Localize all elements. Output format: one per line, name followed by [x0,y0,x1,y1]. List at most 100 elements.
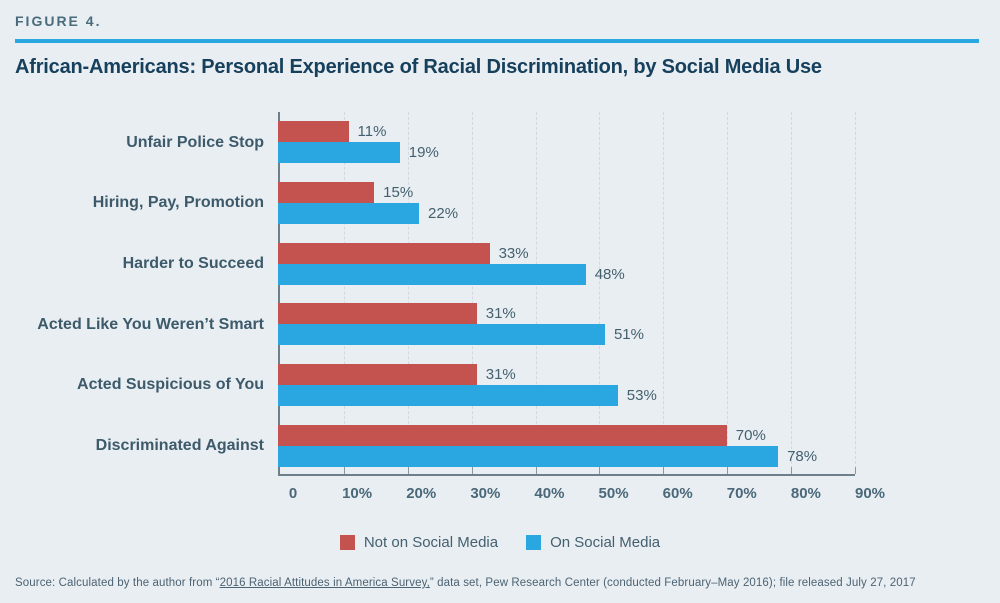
axis-tick [599,467,601,474]
bar-line: 31% [278,303,855,325]
category-label: Acted Suspicious of You [77,376,264,394]
x-tick-label: 20% [406,485,437,502]
gridline [535,112,537,474]
bar-row: Unfair Police Stop 11% 19% [15,112,855,173]
bar-group: 31% 51% [278,294,855,355]
bar-group: 31% 53% [278,355,855,416]
bar-line: 11% [278,121,855,143]
value-label: 31% [485,366,516,384]
category-label: Harder to Succeed [122,254,264,272]
bar-line: 22% [278,203,855,224]
bar-on-social-media [278,142,400,164]
value-label: 15% [383,184,414,201]
legend-label: On Social Media [550,534,661,551]
category-label: Acted Like You Weren’t Smart [37,315,264,333]
bar-not-on-social-media [278,182,375,203]
legend: Not on Social Media On Social Media [15,534,985,551]
axis-tick [727,467,729,474]
bar-not-on-social-media [278,364,477,386]
axis-tick [663,467,665,474]
gridline [343,112,345,474]
bar-line: 15% [278,182,855,203]
value-label: 31% [485,305,516,323]
gridline [471,112,473,474]
bar-row: Harder to Succeed 33% 48% [15,233,855,294]
gridline [791,112,793,474]
bar-chart: Unfair Police Stop 11% 19% Hiring, Pay, Pro… [15,112,856,476]
value-label: 51% [613,326,644,344]
bar-not-on-social-media [278,424,727,446]
bar-group: 70% 78% [278,415,855,476]
bar-line: 48% [278,263,855,285]
title-rule [15,39,979,43]
source-note: Source: Calculated by the author from “2… [15,577,985,589]
axis-tick [535,467,537,474]
source-suffix: ” data set, Pew Research Center (conduct… [429,577,916,589]
category-label: Discriminated Against [95,436,264,454]
source-prefix: Source: Calculated by the author from “ [15,577,220,589]
bar-row: Discriminated Against 70% 78% [15,415,855,476]
bar-group: 15% 22% [278,173,855,234]
figure-label: FIGURE 4. [15,13,102,29]
value-label: 70% [735,426,766,444]
bar-line: 51% [278,324,855,346]
value-label: 33% [498,244,529,262]
value-label: 48% [594,265,625,283]
bar-line: 70% [278,424,855,446]
value-label: 22% [428,205,459,222]
gridline [855,112,856,474]
x-tick-label: 10% [342,485,373,502]
x-tick-label: 0 [288,485,298,502]
x-tick-label: 80% [790,485,821,502]
bar-line: 78% [278,445,855,467]
bar-row: Acted Like You Weren’t Smart 31% 51% [15,294,855,355]
x-tick-label: 90% [854,485,886,502]
plot-grid [278,112,856,476]
bar-on-social-media [278,203,420,224]
legend-swatch-red [339,535,355,550]
bar-line: 33% [278,242,855,264]
value-label: 78% [787,447,818,465]
bar-rows: Unfair Police Stop 11% 19% Hiring, Pay, Pro… [15,112,855,476]
gridline [407,112,409,474]
bar-group: 11% 19% [278,112,855,173]
x-axis-labels: 0 10% 20% 30% 40% 50% 60% 70% 80% 90% [289,476,885,504]
bar-on-social-media [278,445,779,467]
legend-label: Not on Social Media [363,534,499,551]
chart-title: African-Americans: Personal Experience o… [15,56,822,78]
axis-tick [471,467,473,474]
bar-line: 31% [278,364,855,386]
legend-item-not-on-social-media: Not on Social Media [339,534,499,551]
x-tick-label: 30% [470,485,501,502]
legend-swatch-blue [526,535,542,550]
source-survey-link[interactable]: 2016 Racial Attitudes in America Survey, [219,577,430,589]
bar-on-social-media [278,385,618,407]
bar-row: Acted Suspicious of You 31% 53% [15,355,855,416]
bar-row: Hiring, Pay, Promotion 15% 22% [15,173,855,234]
axis-tick [855,467,856,474]
bar-on-social-media [278,324,605,346]
legend-item-on-social-media: On Social Media [526,534,660,551]
value-label: 19% [408,144,439,162]
axis-tick [791,467,793,474]
axis-tick [407,467,409,474]
value-label: 11% [357,123,387,141]
gridline [727,112,729,474]
value-label: 53% [626,387,657,405]
bar-group: 33% 48% [278,233,855,294]
bar-not-on-social-media [278,121,349,143]
x-tick-label: 60% [662,485,693,502]
category-label: Hiring, Pay, Promotion [92,194,264,212]
bar-not-on-social-media [278,303,477,325]
bar-line: 53% [278,385,855,407]
x-tick-label: 40% [534,485,565,502]
bar-on-social-media [278,263,586,285]
x-tick-label: 70% [726,485,757,502]
bar-line: 19% [278,142,855,164]
gridline [663,112,665,474]
x-tick-label: 50% [598,485,629,502]
axis-tick [343,467,345,474]
category-label: Unfair Police Stop [126,133,264,151]
gridline [599,112,601,474]
